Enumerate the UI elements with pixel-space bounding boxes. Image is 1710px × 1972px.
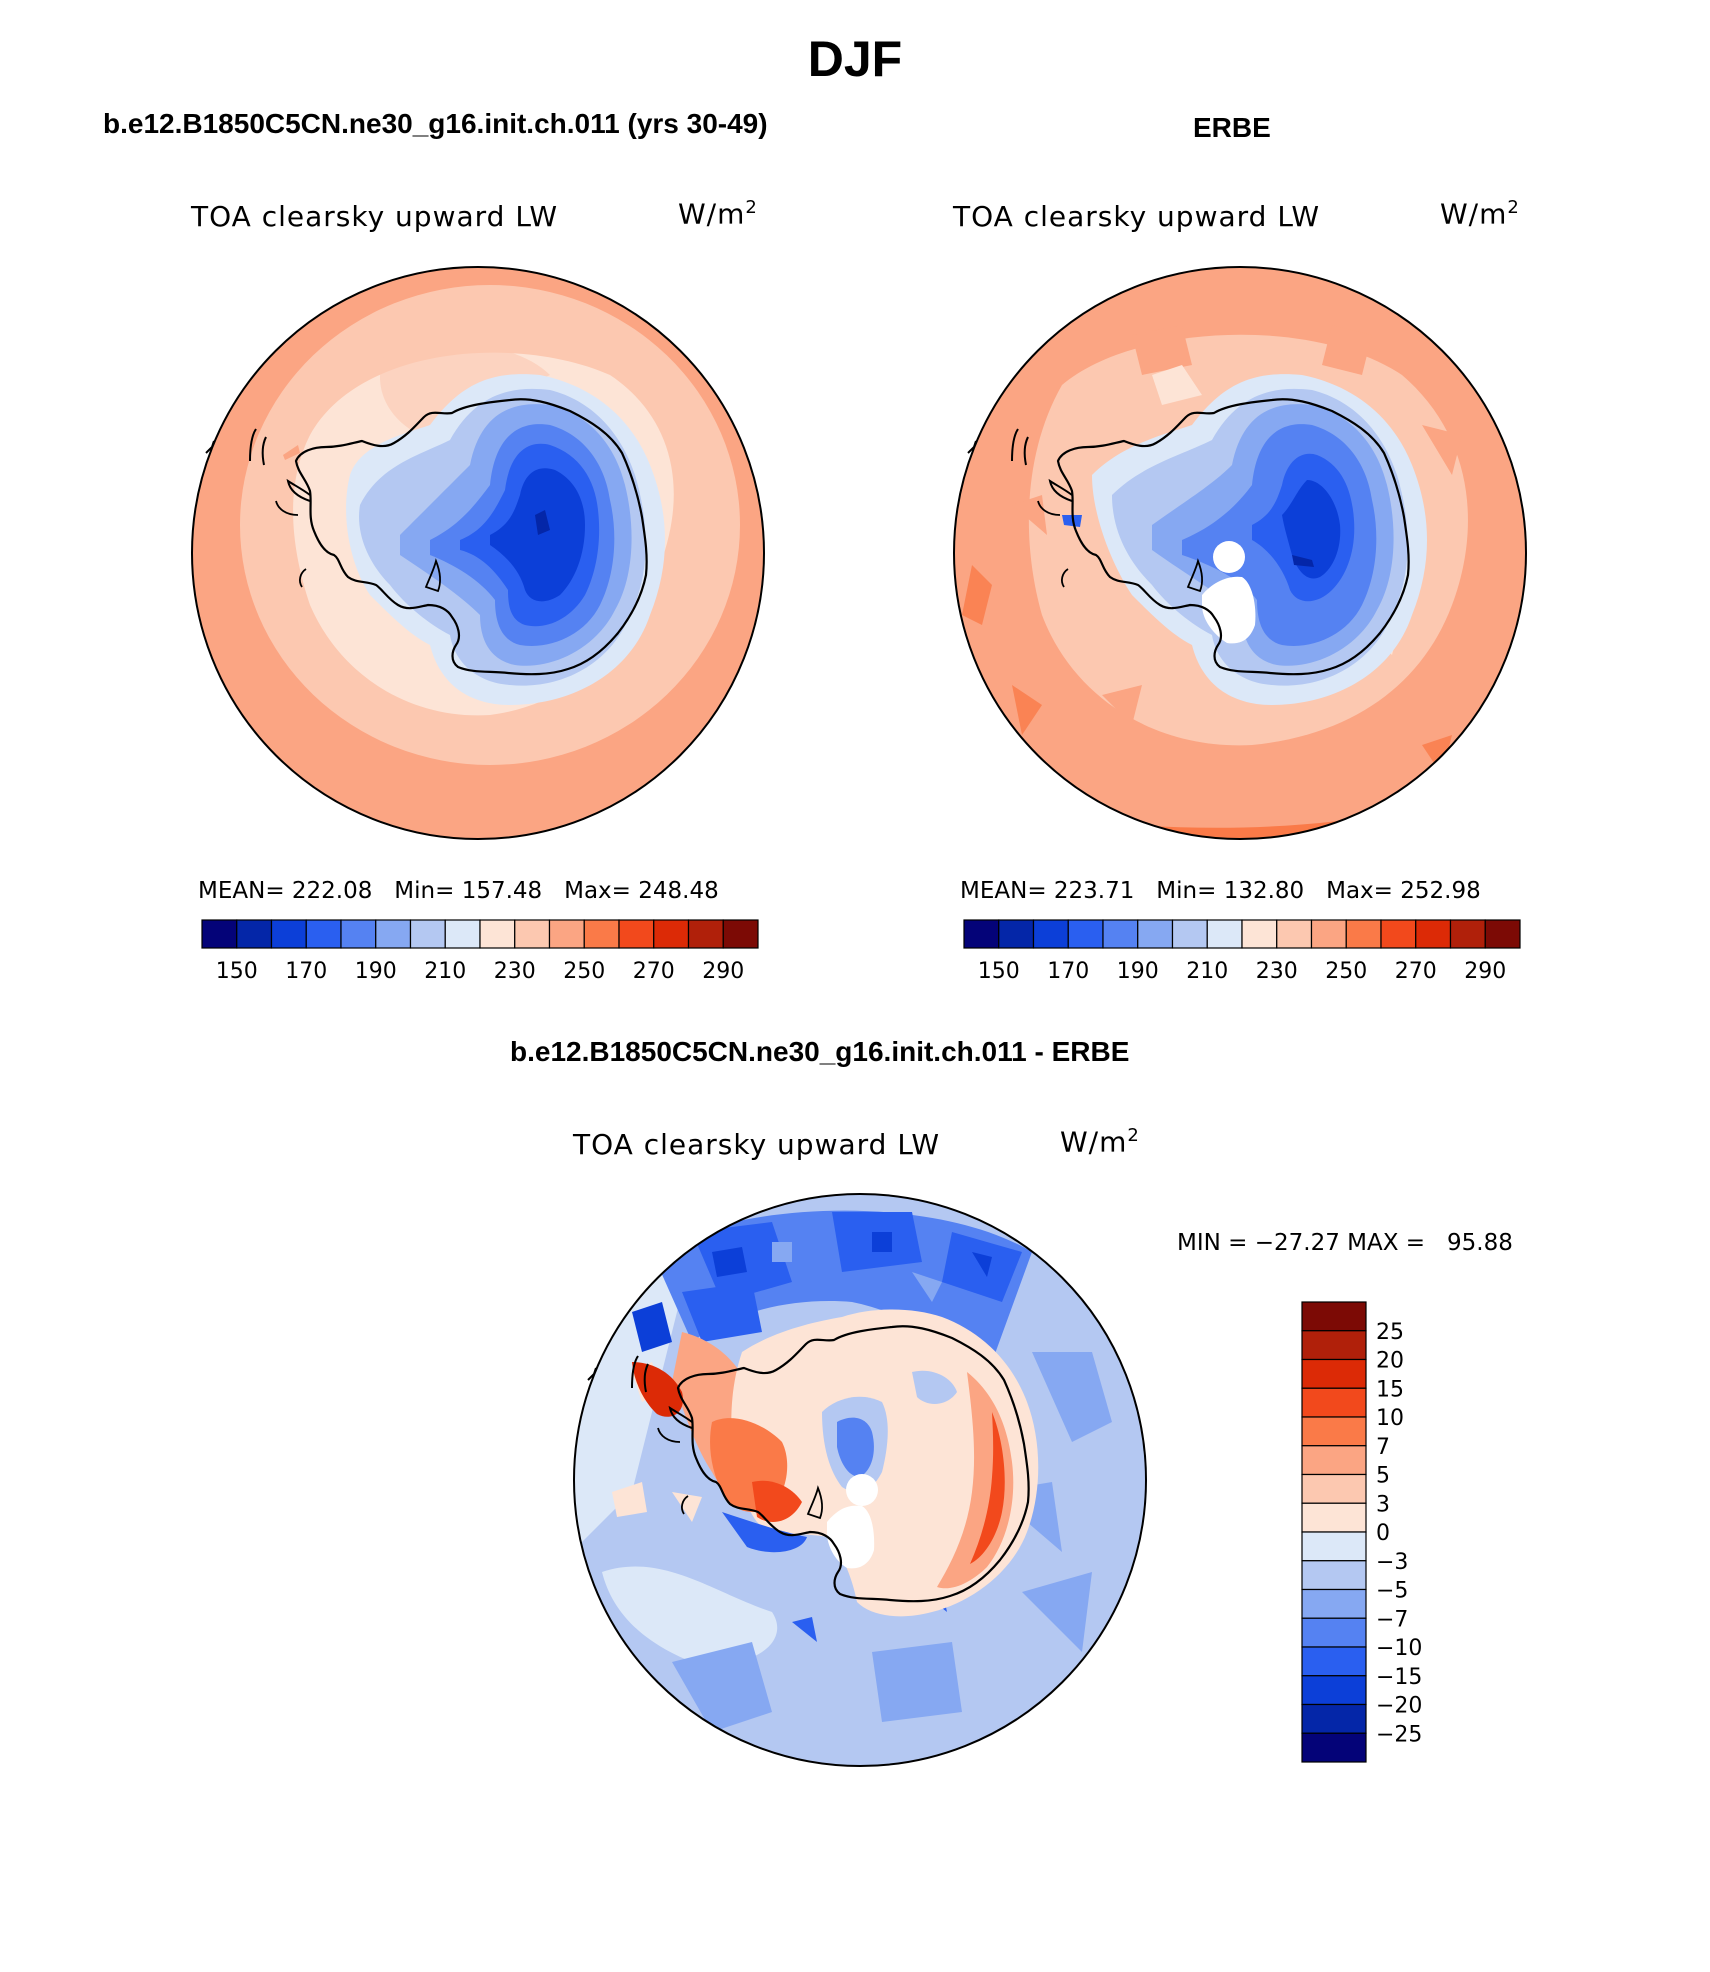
diff-colorbar-tick-label: 5: [1376, 1464, 1390, 1489]
model-case-title: b.e12.B1850C5CN.ne30_g16.init.ch.011 (yr…: [103, 108, 768, 139]
model-colorbar-swatch: [236, 919, 273, 949]
diff-colorbar-tick-label: 15: [1376, 1377, 1404, 1402]
obs-colorbar-swatch: [1415, 919, 1452, 949]
season-title: DJF: [807, 31, 903, 87]
model-colorbar-tick-label: 230: [494, 959, 536, 984]
diff-colorbar-swatch: [1301, 1732, 1367, 1763]
obs-colorbar-tick-label: 290: [1464, 959, 1506, 984]
model-colorbar-tick-label: 150: [216, 959, 258, 984]
diff-colorbar-swatch: [1301, 1502, 1367, 1533]
obs-colorbar-tick-label: 270: [1395, 959, 1437, 984]
diff-variable-label: TOA clearsky upward LW: [573, 1128, 941, 1161]
model-colorbar-swatch: [687, 919, 724, 949]
obs-stats: MEAN= 223.71 Min= 132.80 Max= 252.98: [960, 878, 1481, 904]
obs-colorbar-tick-label: 150: [978, 959, 1020, 984]
diff-colorbar-tick-label: 7: [1376, 1435, 1390, 1460]
obs-colorbar-swatch: [1241, 919, 1278, 949]
obs-colorbar-swatch: [1310, 919, 1347, 949]
model-colorbar-swatch: [270, 919, 307, 949]
model-colorbar-swatch: [514, 919, 551, 949]
obs-colorbar-swatch: [1380, 919, 1417, 949]
diff-colorbar-tick-label: −5: [1376, 1579, 1408, 1604]
model-colorbar-tick-label: 170: [285, 959, 327, 984]
obs-case-title: ERBE: [1193, 112, 1271, 143]
model-colorbar-tick-label: 270: [633, 959, 675, 984]
model-colorbar-swatch: [653, 919, 690, 949]
diff-colorbar-swatch: [1301, 1703, 1367, 1734]
model-colorbar-swatch: [375, 919, 412, 949]
model-stats: MEAN= 222.08 Min= 157.48 Max= 248.48: [198, 878, 719, 904]
obs-colorbar-tick-label: 210: [1186, 959, 1228, 984]
obs-colorbar-swatch: [1276, 919, 1313, 949]
diff-colorbar-swatch: [1301, 1617, 1367, 1648]
diff-colorbar-swatch: [1301, 1588, 1367, 1619]
model-colorbar: 150 170 190 210 230 250 270 290: [201, 919, 759, 984]
model-colorbar-swatch: [722, 919, 759, 949]
diff-colorbar-tick-label: −15: [1376, 1665, 1422, 1690]
obs-colorbar-swatch: [1206, 919, 1243, 949]
diff-colorbar-tick-label: 25: [1376, 1320, 1404, 1345]
obs-polar-map: [953, 266, 1527, 840]
model-colorbar-swatch: [444, 919, 481, 949]
diff-colorbar-tick-label: 20: [1376, 1349, 1404, 1374]
model-colorbar-swatch: [618, 919, 655, 949]
obs-variable-label: TOA clearsky upward LW: [953, 200, 1321, 233]
diff-colorbar-tick-label: −25: [1376, 1722, 1422, 1747]
diff-units-label: W/m2: [1060, 1125, 1140, 1159]
diff-colorbar: 25 20 15 10 7 5 3 0 −3 −5 −7 −10 −15 −20 −25: [1301, 1301, 1422, 1763]
obs-colorbar-swatch: [1032, 919, 1069, 949]
obs-colorbar-swatch: [1345, 919, 1382, 949]
obs-colorbar-swatch: [1102, 919, 1139, 949]
diff-polar-map: [573, 1193, 1147, 1767]
diff-case-title: b.e12.B1850C5CN.ne30_g16.init.ch.011 - E…: [510, 1036, 1130, 1067]
obs-units-label: W/m2: [1440, 197, 1520, 231]
obs-colorbar-swatch: [1484, 919, 1521, 949]
model-colorbar-swatch: [409, 919, 446, 949]
model-colorbar-swatch: [479, 919, 516, 949]
model-colorbar-swatch: [548, 919, 585, 949]
model-colorbar-tick-label: 290: [702, 959, 744, 984]
model-colorbar-tick-label: 190: [355, 959, 397, 984]
diff-colorbar-swatch: [1301, 1301, 1367, 1332]
diff-colorbar-swatch: [1301, 1560, 1367, 1591]
diff-colorbar-swatch: [1301, 1646, 1367, 1677]
obs-colorbar-tick-label: 170: [1047, 959, 1089, 984]
obs-colorbar: 150 170 190 210 230 250 270 290: [963, 919, 1521, 984]
obs-colorbar-swatch: [998, 919, 1035, 949]
model-variable-label: TOA clearsky upward LW: [191, 200, 559, 233]
diff-colorbar-tick-label: −3: [1376, 1550, 1408, 1575]
diff-colorbar-tick-label: −10: [1376, 1636, 1422, 1661]
diff-colorbar-swatch: [1301, 1675, 1367, 1706]
diff-colorbar-tick-label: −20: [1376, 1694, 1422, 1719]
diff-colorbar-swatch: [1301, 1416, 1367, 1447]
diff-colorbar-swatch: [1301, 1330, 1367, 1361]
diff-colorbar-tick-label: 10: [1376, 1406, 1404, 1431]
obs-colorbar-swatch: [1171, 919, 1208, 949]
diff-colorbar-tick-label: −7: [1376, 1607, 1408, 1632]
obs-colorbar-swatch: [963, 919, 1000, 949]
model-units-label: W/m2: [678, 197, 758, 231]
diff-colorbar-swatch: [1301, 1531, 1367, 1562]
model-colorbar-tick-label: 250: [563, 959, 605, 984]
model-polar-map: [191, 266, 765, 840]
diff-colorbar-tick-label: 3: [1376, 1492, 1390, 1517]
diff-colorbar-swatch: [1301, 1445, 1367, 1476]
model-colorbar-swatch: [201, 919, 238, 949]
diff-colorbar-tick-label: 0: [1376, 1521, 1390, 1546]
model-colorbar-swatch: [305, 919, 342, 949]
model-colorbar-tick-label: 210: [424, 959, 466, 984]
model-colorbar-swatch: [583, 919, 620, 949]
obs-colorbar-swatch: [1449, 919, 1486, 949]
diff-stats: MIN = −27.27 MAX = 95.88: [1177, 1230, 1513, 1256]
obs-colorbar-tick-label: 230: [1256, 959, 1298, 984]
diff-colorbar-swatch: [1301, 1358, 1367, 1389]
obs-colorbar-swatch: [1137, 919, 1174, 949]
obs-colorbar-tick-label: 190: [1117, 959, 1159, 984]
diff-colorbar-swatch: [1301, 1387, 1367, 1418]
obs-colorbar-tick-label: 250: [1325, 959, 1367, 984]
obs-colorbar-swatch: [1067, 919, 1104, 949]
diff-colorbar-swatch: [1301, 1473, 1367, 1504]
model-colorbar-swatch: [340, 919, 377, 949]
